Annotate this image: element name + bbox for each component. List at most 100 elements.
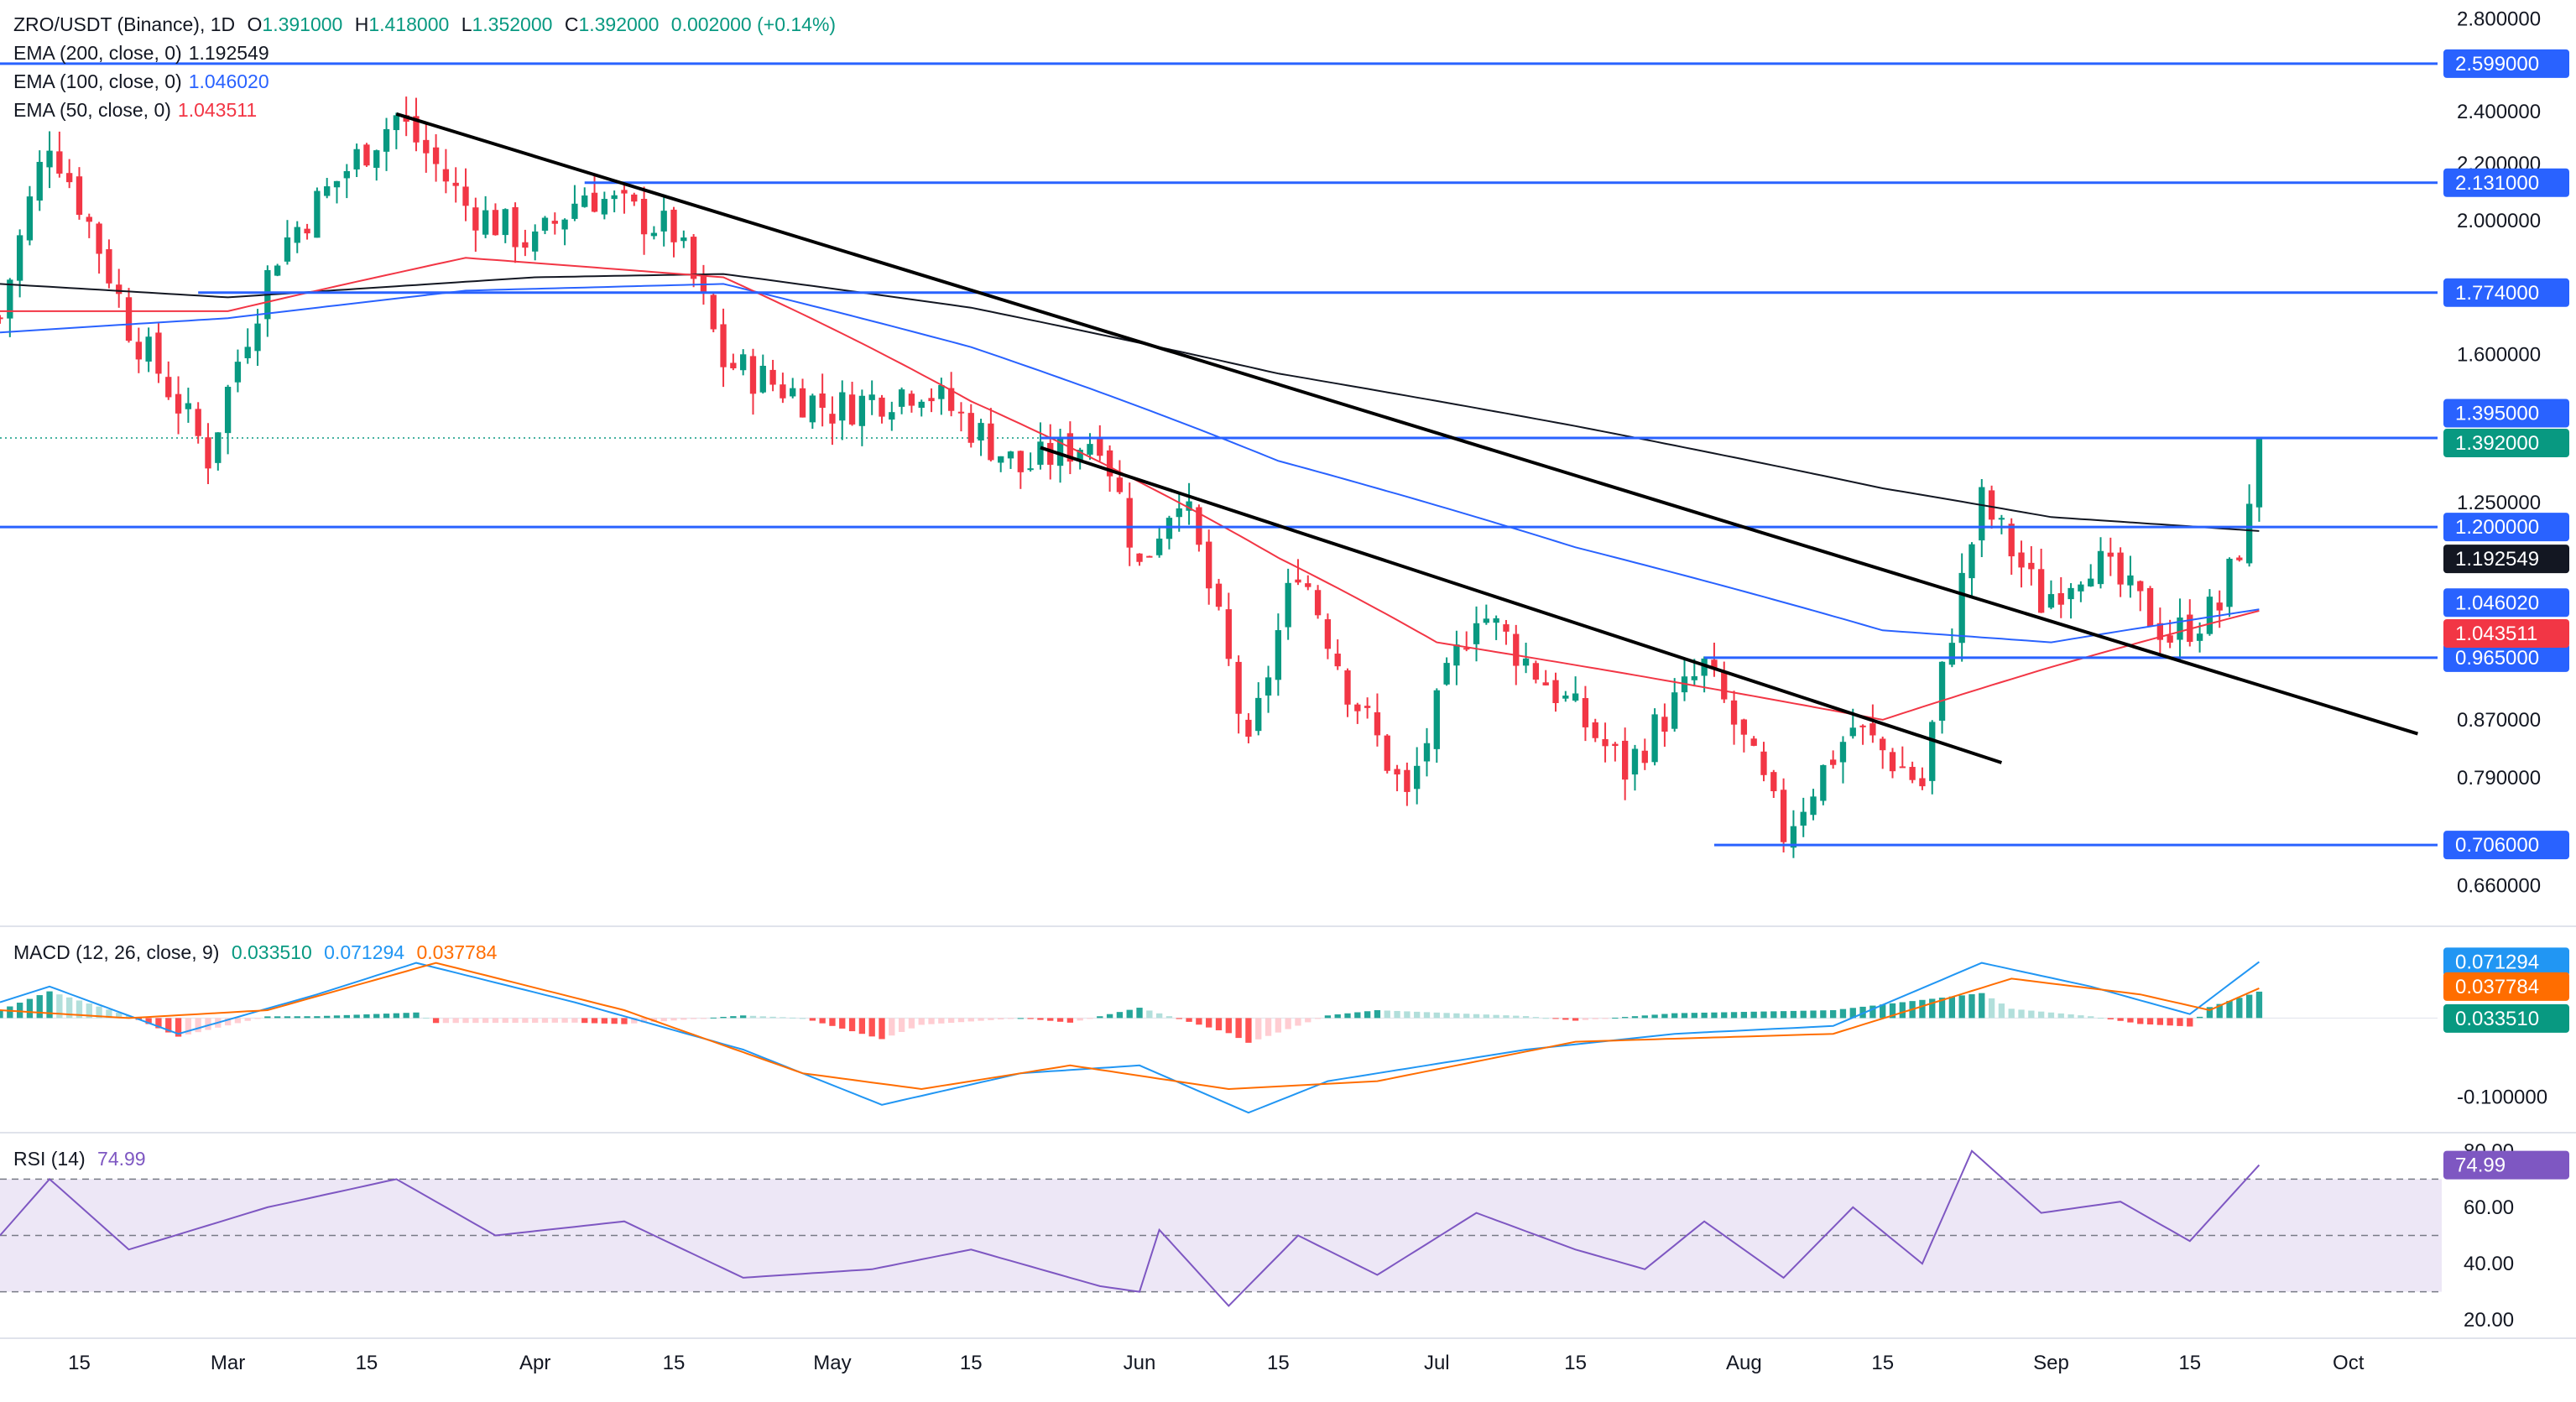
candle-body [1027,468,1034,471]
macd-histogram-bar [155,1018,162,1029]
macd-histogram-bar [1295,1018,1301,1026]
macd-histogram-bar [66,997,73,1019]
candle-body [383,128,390,152]
time-tick-label: 15 [2178,1352,2201,1374]
candle-body [1790,826,1797,848]
macd-histogram-bar [1938,998,1946,1019]
rsi-tick-label: 40.00 [2464,1253,2514,1275]
macd-histogram-bar [1324,1015,1332,1019]
candle-body [492,210,499,236]
candle-body [541,217,549,231]
macd-histogram-bar [2097,1018,2104,1019]
candle-body [1770,772,1777,791]
candle-body [681,237,687,242]
macd-histogram-bar [1097,1016,1103,1019]
macd-histogram-bar [175,1018,182,1037]
candle-body [423,139,430,154]
candle-body [512,206,519,248]
candle-body [908,393,915,406]
high-tag-bg [2443,399,2569,428]
macd-histogram-bar [1344,1013,1351,1019]
macd-histogram-bar [790,1017,796,1019]
candle-body [1047,442,1054,465]
macd-histogram-bar [947,1018,955,1024]
candle-body [1423,743,1431,762]
macd-histogram-bar [145,1018,152,1024]
close-value: 1.392000 [578,13,660,35]
macd-label: MACD (12, 26, close, 9) [13,941,220,963]
candle-body [1295,579,1301,583]
macd-histogram-bar [780,1017,786,1019]
macd-histogram-bar [1066,1018,1074,1023]
symbol-title[interactable]: ZRO/USDT (Binance), 1D [13,13,236,35]
candle-body [1641,750,1648,764]
candle-body [710,294,717,330]
macd-histogram-bar [2187,1018,2193,1027]
macd-histogram-bar [1641,1015,1648,1019]
candle-body [581,195,588,207]
level-tag-0: 2.599000 [2455,53,2539,76]
macd-histogram-bar [26,998,34,1019]
candle-body [1473,623,1480,644]
macd-tick-label: -0.100000 [2457,1086,2547,1108]
macd-histogram-bar [125,1015,133,1019]
candle-body [809,395,816,423]
macd-histogram-bar [403,1013,409,1019]
macd-histogram-bar [1433,1012,1440,1019]
ema200-legend[interactable]: EMA (200, close, 0) 1.192549 [13,42,276,65]
macd-histogram-bar [1671,1013,1678,1019]
candle-body [46,150,53,168]
macd-histogram-bar [1691,1013,1697,1019]
macd-histogram-bar [1374,1010,1381,1019]
macd-histogram-bar [423,1018,430,1019]
candle-body [304,228,310,234]
macd-histogram-bar [224,1018,232,1026]
level-tag-1-bg [2443,168,2569,197]
ema200-tag: 1.192549 [2455,548,2539,571]
candle-body [1948,643,1956,665]
macd-histogram-bar [2078,1015,2084,1019]
candle-body [393,115,400,131]
candle-body [858,395,866,426]
candle-body [2047,594,2055,608]
ema50-legend[interactable]: EMA (50, close, 0) 1.043511 [13,99,263,122]
candle-body [16,235,23,281]
candle-body [2078,584,2084,592]
candle-body [1909,767,1916,780]
candle-body [314,190,321,238]
macd-histogram-bar [670,1018,677,1021]
rsi-tick-label: 20.00 [2464,1309,2514,1332]
macd-histogram-bar [799,1018,806,1019]
price-tick-label: 1.600000 [2457,344,2541,367]
candle-body [1849,727,1856,737]
candle-body [1522,658,1530,666]
signal-tag: 0.037784 [2455,976,2539,998]
macd-histogram-bar [631,1018,638,1024]
ema50-tag: 1.043511 [2455,623,2537,645]
candle-body [1671,692,1678,729]
candle-body [2018,552,2025,568]
macd-histogram-bar [611,1018,618,1024]
candle-body [957,411,965,414]
high-tag: 1.395000 [2455,403,2539,425]
rsi-legend[interactable]: RSI (14) 74.99 [13,1148,153,1170]
candle-body [1572,693,1579,701]
macd-histogram-bar [1532,1017,1540,1019]
macd-histogram-bar [1245,1018,1252,1043]
price-tick-label: 2.400000 [2457,101,2541,123]
candle-body [1037,441,1044,465]
macd-histogram-bar [1285,1018,1291,1029]
macd-histogram-bar [1562,1018,1569,1020]
macd-histogram-bar [2146,1018,2154,1025]
macd-histogram-bar [1235,1018,1242,1039]
macd-histogram-bar [1651,1014,1658,1019]
macd-histogram-bar [1017,1018,1024,1019]
macd-histogram-bar [978,1018,984,1021]
macd-histogram-bar [1414,1011,1421,1019]
macd-histogram-bar [551,1018,558,1023]
ema100-legend[interactable]: EMA (100, close, 0) 1.046020 [13,70,276,93]
candle-body [532,231,539,252]
macd-legend[interactable]: MACD (12, 26, close, 9) 0.033510 0.07129… [13,941,503,964]
candle-body [2206,597,2214,634]
